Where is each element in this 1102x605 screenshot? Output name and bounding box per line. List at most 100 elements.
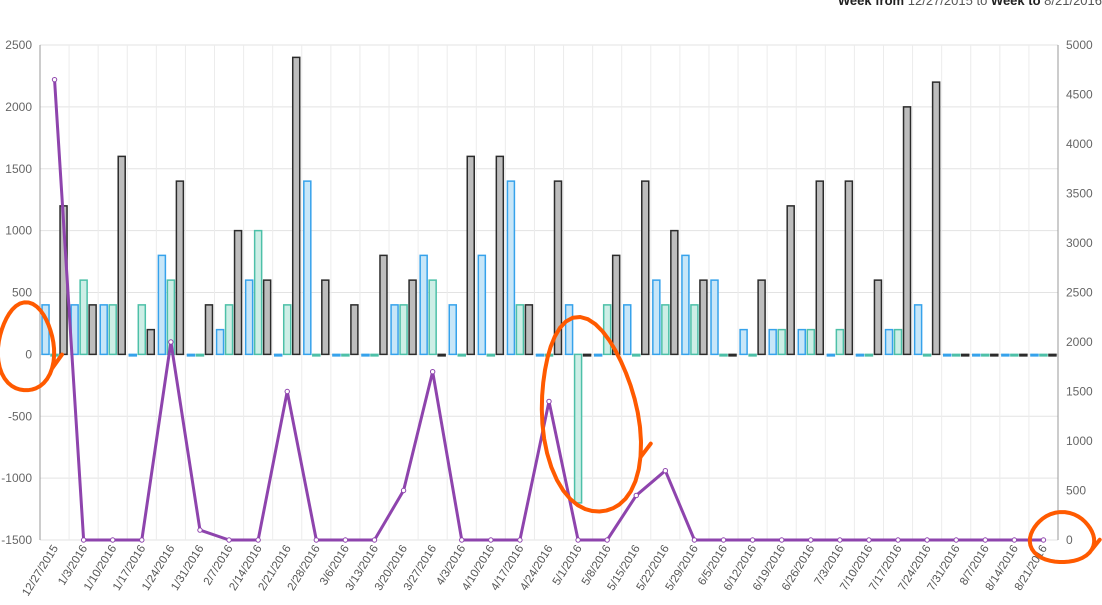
- line-point: [400, 487, 407, 494]
- bar: [1019, 353, 1028, 357]
- y-axis-left: -1500 -1000 -500 0 500 1000 1500 2000 2500: [1, 38, 32, 547]
- bar: [321, 279, 330, 356]
- line-point: [51, 76, 58, 83]
- y2-tick-label: 500: [1066, 484, 1086, 498]
- bar: [332, 353, 341, 357]
- bar: [922, 353, 932, 357]
- y-tick-label: -1000: [1, 471, 32, 485]
- y-axis-right: 0 500 1000 1500 2000 2500 3000 3500 4000 4500 5000: [1066, 38, 1093, 547]
- line-point: [226, 537, 232, 543]
- line-point: [80, 537, 87, 543]
- bar: [195, 353, 205, 357]
- bar: [739, 328, 748, 356]
- y-tick-label: 2000: [5, 100, 32, 114]
- bar: [728, 353, 737, 357]
- line-point: [459, 537, 465, 543]
- bar: [768, 328, 777, 356]
- line-point: [837, 537, 843, 543]
- line-point: [895, 537, 901, 543]
- line-point: [517, 537, 523, 543]
- y-tick-label: 1000: [5, 224, 32, 238]
- line-point: [953, 537, 959, 543]
- bar: [960, 353, 970, 357]
- bar: [128, 353, 138, 357]
- bar: [253, 229, 263, 356]
- y-tick-label: 0: [25, 347, 32, 361]
- bar: [379, 254, 388, 356]
- bar: [215, 328, 225, 356]
- bar: [951, 353, 961, 357]
- bar: [864, 353, 874, 357]
- bar: [611, 254, 621, 356]
- bar: [233, 229, 243, 356]
- date-range-joiner: to: [976, 0, 988, 8]
- bar: [652, 279, 661, 356]
- bar: [88, 304, 97, 356]
- line-point: [429, 369, 436, 375]
- y-tick-label: 500: [12, 286, 32, 300]
- bar: [428, 279, 437, 356]
- bar: [79, 279, 88, 356]
- bar: [757, 279, 766, 356]
- y2-tick-label: 2500: [1066, 286, 1093, 300]
- line-point: [662, 468, 669, 474]
- bar: [1048, 353, 1057, 357]
- line-point: [342, 537, 349, 543]
- line-point: [691, 537, 698, 543]
- bar: [390, 304, 399, 356]
- bar: [486, 353, 496, 357]
- line-path: [53, 79, 1044, 542]
- bar: [893, 328, 903, 356]
- bar: [902, 106, 912, 356]
- y-tick-label: -500: [8, 409, 32, 423]
- bar: [175, 180, 185, 356]
- bar: [884, 328, 894, 356]
- bar: [262, 279, 272, 356]
- bar: [826, 353, 836, 357]
- annotation-circle: [0, 300, 64, 393]
- bar: [419, 254, 428, 356]
- bar: [1001, 353, 1010, 357]
- y2-tick-label: 1500: [1066, 385, 1093, 399]
- bar: [399, 304, 408, 356]
- bar: [524, 304, 534, 356]
- bar: [157, 254, 167, 356]
- bar: [1030, 353, 1039, 357]
- y2-tick-label: 4000: [1066, 137, 1093, 151]
- line-point: [1011, 537, 1018, 543]
- bar: [204, 304, 214, 356]
- bar: [835, 328, 845, 356]
- line-point: [371, 537, 378, 543]
- y2-tick-label: 2000: [1066, 335, 1093, 349]
- y2-tick-label: 1000: [1066, 434, 1093, 448]
- line-point: [720, 537, 727, 543]
- y2-tick-label: 3500: [1066, 187, 1093, 201]
- line-point: [1040, 537, 1047, 543]
- bar: [748, 353, 757, 357]
- line-point: [778, 537, 785, 543]
- bar-series: [41, 56, 1057, 504]
- bar: [186, 353, 196, 357]
- date-range-to: 8/21/2016: [1044, 0, 1102, 8]
- line-point: [575, 537, 581, 543]
- bar: [146, 328, 156, 356]
- bar: [515, 304, 525, 356]
- y-tick-label: 1500: [5, 162, 32, 176]
- annotation-circle: [1027, 510, 1102, 564]
- bar: [361, 353, 370, 357]
- bar: [981, 353, 990, 357]
- x-axis: 12/27/20151/3/20161/10/20161/17/20161/24…: [20, 543, 1050, 598]
- annotations: [0, 300, 1102, 564]
- bar: [582, 353, 592, 357]
- line-point: [982, 537, 988, 543]
- line-point: [139, 537, 145, 543]
- x-tick-label: 12/27/2015: [20, 543, 61, 598]
- bar: [108, 304, 117, 356]
- bar: [437, 353, 446, 357]
- bar: [448, 304, 457, 356]
- bar: [477, 254, 487, 356]
- line-point: [313, 537, 320, 543]
- y-tick-label: 2500: [5, 38, 32, 52]
- line-point: [808, 537, 814, 543]
- bar: [699, 279, 708, 356]
